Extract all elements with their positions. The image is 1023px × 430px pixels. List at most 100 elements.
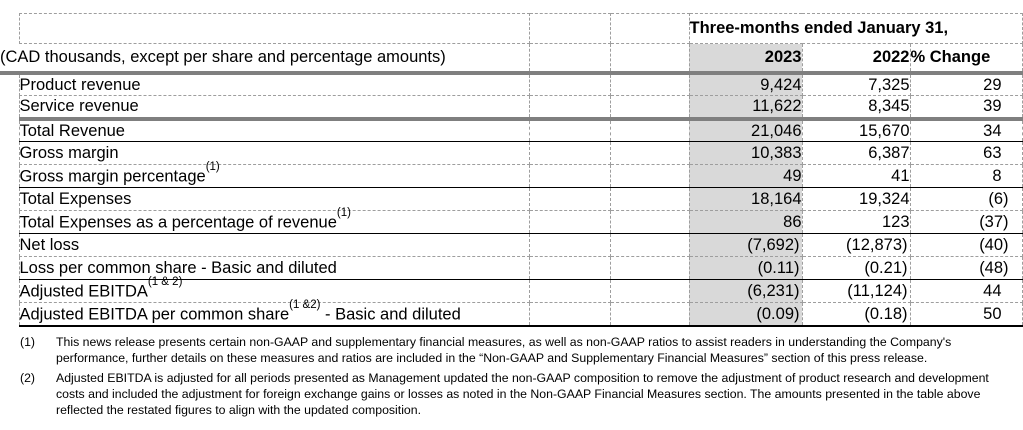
footnote-number: (2) xyxy=(20,371,36,385)
spacer-cell xyxy=(610,279,690,303)
spacer-cell xyxy=(610,72,690,96)
spacer-cell xyxy=(529,118,611,142)
table-row: Gross margin percentage(1) 49 41 8 xyxy=(0,161,1023,188)
spacer-cell xyxy=(529,210,611,234)
column-header-2022: 2022 xyxy=(802,43,911,75)
table-row: Gross margin 10,383 6,387 63 xyxy=(0,141,1023,165)
footnote-line: This news release presents certain non-G… xyxy=(56,335,952,349)
footnote-line: performance, further details on these me… xyxy=(56,351,928,365)
value-percent-change: 44 xyxy=(910,279,1023,303)
spacer-cell xyxy=(529,187,611,211)
spacer-cell xyxy=(610,233,690,257)
row-label: Adjusted EBITDA(1 & 2) xyxy=(18,276,530,303)
table-row: Adjusted EBITDA(1 & 2) (6,231) (11,124) 44 xyxy=(0,276,1023,303)
spacer-cell xyxy=(529,256,611,280)
table-caption: (CAD thousands, except per share and per… xyxy=(0,43,530,75)
row-label: Net loss xyxy=(18,233,530,257)
value-2023: 49 xyxy=(689,164,803,188)
footnote-text: This news release presents certain non-G… xyxy=(56,334,951,366)
empty-cell xyxy=(18,13,530,44)
value-2022: 6,387 xyxy=(802,141,911,165)
margin-spacer-cell xyxy=(0,234,19,257)
margin-spacer-cell xyxy=(0,280,19,303)
value-2023: 11,622 xyxy=(689,95,803,121)
value-percent-change: (6) xyxy=(910,187,1023,211)
footnotes-section: (1) This news release presents certain no… xyxy=(20,334,989,422)
value-percent-change: 39 xyxy=(910,95,1023,121)
row-label: Gross margin percentage(1) xyxy=(18,161,530,188)
footnote-line: Adjusted EBITDA is adjusted for all peri… xyxy=(56,371,989,385)
footnote-line: costs and included the adjustment for fo… xyxy=(56,387,981,401)
row-label: Loss per common share - Basic and dilute… xyxy=(18,256,530,280)
row-label: Adjusted EBITDA per common share(1 &2) -… xyxy=(18,299,530,327)
value-percent-change: 34 xyxy=(910,118,1023,142)
footnote: (2) Adjusted EBITDA is adjusted for all p… xyxy=(20,370,989,418)
column-header-row: (CAD thousands, except per share and per… xyxy=(0,43,1023,75)
footnote-marker: (1 &2) xyxy=(289,298,321,311)
footnote-number: (1) xyxy=(20,335,36,349)
value-2023: (7,692) xyxy=(689,233,803,257)
spacer-cell xyxy=(529,72,611,96)
spacer-cell xyxy=(529,279,611,303)
table-row: Product revenue 9,424 7,325 29 xyxy=(0,72,1023,96)
row-label: Product revenue xyxy=(18,72,530,96)
value-2022: 15,670 xyxy=(802,118,911,142)
value-2023: 86 xyxy=(689,210,803,234)
margin-spacer-cell xyxy=(0,165,19,188)
table-row: Total Expenses as a percentage of revenu… xyxy=(0,207,1023,234)
margin-spacer-cell xyxy=(0,14,19,44)
empty-cell xyxy=(529,13,611,44)
column-header-percent-change: % Change xyxy=(910,43,1023,75)
value-2022: 7,325 xyxy=(802,72,911,96)
value-2022: 19,324 xyxy=(802,187,911,211)
row-label: Total Expenses xyxy=(18,187,530,211)
value-percent-change: 50 xyxy=(910,302,1023,327)
row-label: Total Revenue xyxy=(18,118,530,142)
table-row: Adjusted EBITDA per common share(1 &2) -… xyxy=(0,299,1023,327)
spacer-cell xyxy=(610,118,690,142)
value-percent-change: 63 xyxy=(910,141,1023,165)
value-2023: (6,231) xyxy=(689,279,803,303)
spacer-cell xyxy=(610,302,690,327)
value-2022: (0.18) xyxy=(802,302,911,327)
value-2022: 123 xyxy=(802,210,911,234)
spacer-cell xyxy=(529,141,611,165)
empty-cell xyxy=(610,43,690,75)
margin-spacer-cell xyxy=(0,96,19,119)
row-label: Total Expenses as a percentage of revenu… xyxy=(18,207,530,234)
value-percent-change: 8 xyxy=(910,164,1023,188)
value-percent-change: (37) xyxy=(910,210,1023,234)
margin-spacer-cell xyxy=(0,257,19,280)
value-2023: (0.11) xyxy=(689,256,803,280)
value-2022: (0.21) xyxy=(802,256,911,280)
spacer-cell xyxy=(529,233,611,257)
spacer-cell xyxy=(610,187,690,211)
footnote-text: Adjusted EBITDA is adjusted for all peri… xyxy=(56,370,989,418)
column-header-2023: 2023 xyxy=(689,43,803,75)
value-percent-change: 29 xyxy=(910,72,1023,96)
value-2022: (12,873) xyxy=(802,233,911,257)
margin-spacer-cell xyxy=(0,142,19,165)
spacer-cell xyxy=(610,164,690,188)
spacer-cell xyxy=(610,141,690,165)
spacer-cell xyxy=(529,164,611,188)
spacer-cell xyxy=(529,302,611,327)
margin-spacer-cell xyxy=(0,119,19,142)
table-row: Service revenue 11,622 8,345 39 xyxy=(0,95,1023,121)
spacer-cell xyxy=(529,95,611,121)
margin-spacer-cell xyxy=(0,211,19,234)
footnote-line: reflected the restated figures to align … xyxy=(56,403,422,417)
value-2022: 8,345 xyxy=(802,95,911,121)
value-2022: (11,124) xyxy=(802,279,911,303)
footnote: (1) This news release presents certain no… xyxy=(20,334,989,366)
value-2023: 18,164 xyxy=(689,187,803,211)
value-2022: 41 xyxy=(802,164,911,188)
footnote-marker: (1) xyxy=(336,207,351,219)
table-row: Total Expenses 18,164 19,324 (6) xyxy=(0,187,1023,211)
row-label: Service revenue xyxy=(18,95,530,121)
value-2023: 21,046 xyxy=(689,118,803,142)
footnote-marker: (1 & 2) xyxy=(147,276,183,288)
margin-spacer-cell xyxy=(0,303,19,326)
empty-cell xyxy=(529,43,611,75)
